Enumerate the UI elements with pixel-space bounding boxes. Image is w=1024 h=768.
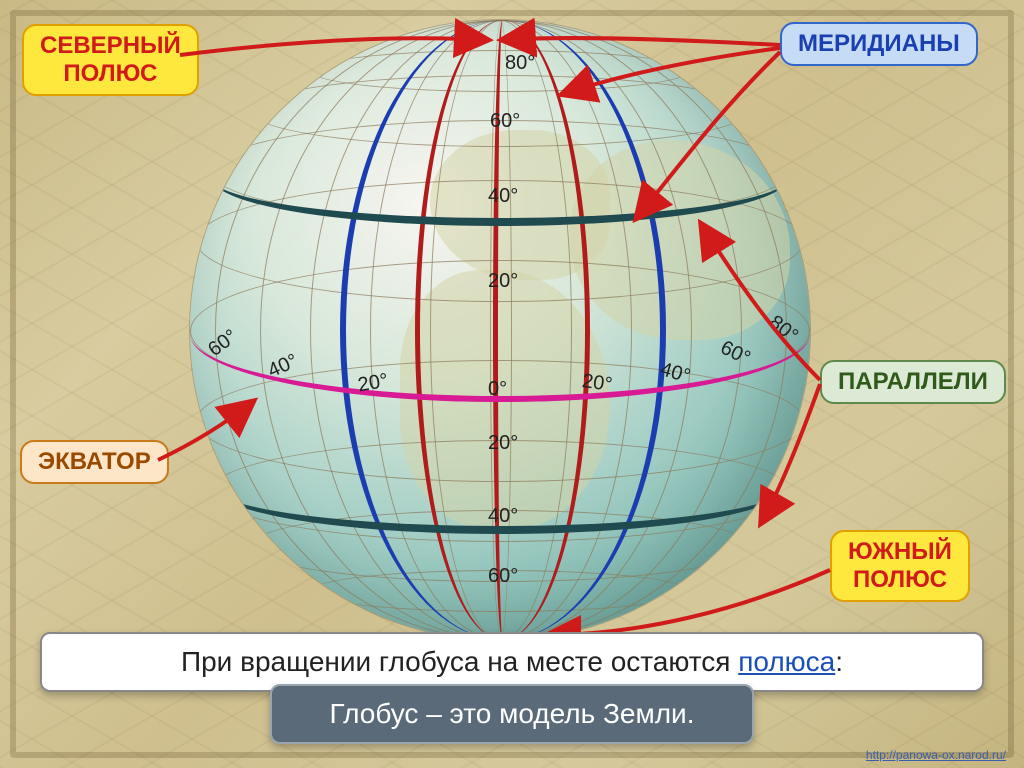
north-pole-line2: ПОЛЮС: [63, 60, 157, 87]
lon-0: 0°: [488, 378, 507, 401]
lat-40: 40°: [488, 185, 518, 208]
caption-2: Глобус – это модель Земли.: [270, 684, 754, 744]
lat--40: 40°: [488, 505, 518, 528]
caption-1: При вращении глобуса на месте остаются п…: [40, 632, 984, 692]
footer-url: http://panowa-ox.narod.ru/: [866, 748, 1006, 762]
label-north-pole: СЕВЕРНЫЙ ПОЛЮС: [22, 24, 199, 96]
equator-text: ЭКВАТОР: [38, 448, 151, 475]
parallel-dark-north: [212, 130, 788, 226]
south-pole-line2: ПОЛЮС: [853, 566, 947, 593]
label-south-pole: ЮЖНЫЙ ПОЛЮС: [830, 530, 970, 602]
south-pole-line1: ЮЖНЫЙ: [848, 538, 952, 565]
lat--20: 20°: [488, 432, 518, 455]
label-parallels: ПАРАЛЛЕЛИ: [820, 360, 1006, 404]
caption1-b: :: [835, 646, 843, 677]
lat-20: 20°: [488, 270, 518, 293]
meridians-text: МЕРИДИАНЫ: [798, 30, 960, 57]
lat--60: 60°: [488, 565, 518, 588]
caption1-link: полюса: [738, 646, 835, 677]
label-meridians: МЕРИДИАНЫ: [780, 22, 978, 66]
lon-r20: 20°: [581, 370, 614, 397]
caption1-a: При вращении глобуса на месте остаются: [181, 646, 738, 677]
lat-60: 60°: [490, 110, 520, 133]
lat-80: 80°: [505, 52, 535, 75]
caption2-text: Глобус – это модель Земли.: [330, 698, 695, 729]
parallels-text: ПАРАЛЛЕЛИ: [838, 368, 988, 395]
label-equator: ЭКВАТОР: [20, 440, 169, 484]
globe: 80° 60° 40° 20° 20° 40° 60° 60° 40° 20° …: [190, 20, 810, 640]
north-pole-line1: СЕВЕРНЫЙ: [40, 32, 181, 59]
